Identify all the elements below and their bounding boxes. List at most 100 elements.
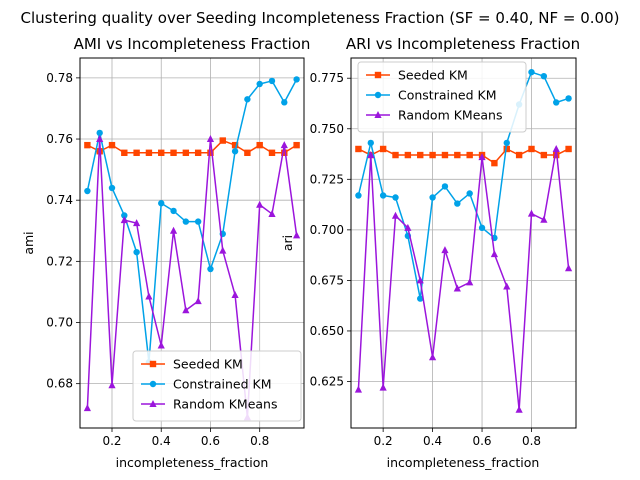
ari-x-tick-label: 0.8 bbox=[522, 434, 541, 448]
ari-data-point-constrained-km bbox=[540, 72, 548, 80]
ari-y-tick-label: 0.725 bbox=[310, 172, 344, 186]
ami-data-point-constrained-km bbox=[121, 212, 128, 219]
ari-data-point-seeded-km bbox=[528, 145, 535, 153]
ari-data-point-constrained-km bbox=[466, 190, 473, 197]
ari-data-point-constrained-km bbox=[417, 295, 424, 302]
ari-plot-frame bbox=[350, 57, 577, 429]
ami-legend-label-random-kmeans: Random KMeans bbox=[173, 397, 278, 412]
ami-data-point-seeded-km bbox=[133, 149, 140, 156]
ari-y-axis-label: ari bbox=[280, 235, 295, 251]
ari-legend-label-constrained-km: Constrained KM bbox=[398, 88, 497, 103]
ari-data-point-constrained-km bbox=[441, 183, 449, 190]
ari-data-point-random-kmeans bbox=[466, 278, 474, 286]
ami-legend-label-seeded-km: Seeded KM bbox=[173, 357, 243, 372]
ami-y-tick-label: 0.76 bbox=[46, 132, 73, 146]
ami-data-point-seeded-km bbox=[194, 149, 202, 156]
ami-chart-title: AMI vs Incompleteness Fraction bbox=[74, 35, 311, 53]
ami-series bbox=[83, 76, 301, 421]
ami-legend-marker-random-kmeans bbox=[149, 400, 157, 407]
ami-data-point-random-kmeans bbox=[194, 297, 202, 305]
ami-plot-frame bbox=[79, 57, 305, 429]
ari-data-point-random-kmeans bbox=[515, 405, 523, 413]
ami-data-point-seeded-km bbox=[182, 149, 190, 156]
ami-data-point-seeded-km bbox=[256, 141, 263, 149]
ari-data-point-seeded-km bbox=[466, 151, 473, 159]
ami-data-point-random-kmeans bbox=[133, 219, 141, 227]
ari-y-tick-label: 0.775 bbox=[310, 71, 344, 85]
ami-y-tick-label: 0.68 bbox=[46, 377, 73, 391]
ami-data-point-constrained-km bbox=[158, 200, 165, 207]
ami-data-point-seeded-km bbox=[293, 141, 300, 149]
ami-data-point-seeded-km bbox=[231, 141, 239, 149]
ari-data-point-constrained-km bbox=[553, 99, 560, 106]
ari-legend-marker-random-kmeans bbox=[374, 111, 382, 118]
ari-data-point-random-kmeans bbox=[354, 385, 363, 393]
ari-data-point-seeded-km bbox=[355, 145, 362, 153]
ari-ticks: 0.2 0.4 0.6 0.8 0.625 0.650 0.675 0.700 0.725 0.7… bbox=[310, 71, 541, 448]
ami-data-point-constrained-km bbox=[293, 76, 300, 83]
ari-data-point-seeded-km bbox=[491, 159, 498, 167]
ami-data-point-random-kmeans bbox=[108, 381, 116, 389]
ami-data-point-seeded-km bbox=[121, 149, 128, 156]
ari-data-point-random-kmeans bbox=[527, 209, 536, 217]
ari-legend-label-random-kmeans: Random KMeans bbox=[398, 108, 503, 123]
ami-data-point-seeded-km bbox=[158, 149, 165, 156]
ami-data-point-seeded-km bbox=[108, 141, 116, 149]
ami-x-tick-label: 0.6 bbox=[201, 434, 220, 448]
ari-data-point-seeded-km bbox=[565, 145, 572, 153]
ami-data-point-constrained-km bbox=[268, 77, 276, 85]
ari-x-tick-label: 0.6 bbox=[472, 434, 491, 448]
ami-data-point-random-kmeans bbox=[293, 231, 301, 239]
ari-data-point-random-kmeans bbox=[552, 144, 560, 152]
ami-y-tick-label: 0.74 bbox=[46, 193, 73, 207]
ari-data-point-random-kmeans bbox=[367, 151, 375, 159]
ami-data-point-random-kmeans bbox=[231, 290, 239, 298]
ami-data-point-constrained-km bbox=[108, 184, 116, 192]
ari-data-point-seeded-km bbox=[540, 151, 548, 159]
ami-data-point-constrained-km bbox=[231, 148, 239, 155]
ami-data-point-random-kmeans bbox=[120, 216, 128, 224]
ami-data-point-random-kmeans bbox=[256, 200, 264, 208]
ami-ticks: 0.2 0.4 0.6 0.8 0.68 0.70 0.72 0.74 0.76 0.78 bbox=[46, 71, 269, 448]
ami-data-point-seeded-km bbox=[219, 137, 226, 144]
ari-data-point-random-kmeans bbox=[490, 250, 499, 258]
ami-data-point-seeded-km bbox=[268, 149, 276, 156]
ari-data-point-constrained-km bbox=[454, 200, 461, 207]
ari-data-point-constrained-km bbox=[565, 95, 572, 102]
ami-data-point-seeded-km bbox=[281, 149, 288, 156]
ari-data-point-random-kmeans bbox=[453, 284, 461, 292]
ami-x-tick-label: 0.2 bbox=[102, 434, 121, 448]
ami-data-point-random-kmeans bbox=[280, 141, 288, 149]
ami-data-point-seeded-km bbox=[244, 149, 251, 156]
ari-data-point-constrained-km bbox=[367, 139, 374, 147]
ari-x-axis-label: incompleteness_fraction bbox=[387, 455, 540, 470]
ari-data-point-constrained-km bbox=[429, 194, 436, 201]
ami-data-point-seeded-km bbox=[170, 149, 177, 156]
ari-data-point-seeded-km bbox=[417, 151, 424, 159]
ami-y-tick-label: 0.70 bbox=[46, 316, 73, 330]
ami-data-point-random-kmeans bbox=[219, 246, 227, 254]
ari-data-point-random-kmeans bbox=[540, 215, 548, 223]
ami-x-tick-label: 0.8 bbox=[250, 434, 269, 448]
ami-x-axis-label: incompleteness_fraction bbox=[116, 455, 269, 470]
ari-legend: Seeded KM Constrained KM Random KMeans bbox=[357, 61, 527, 133]
ami-data-point-random-kmeans bbox=[268, 209, 276, 217]
ari-data-point-seeded-km bbox=[441, 151, 449, 159]
ami-legend-marker-constrained-km bbox=[149, 380, 157, 388]
ari-legend-box bbox=[357, 61, 527, 133]
ari-y-tick-label: 0.675 bbox=[310, 273, 344, 287]
ami-data-point-constrained-km bbox=[256, 80, 263, 88]
ari-data-point-seeded-km bbox=[454, 151, 461, 159]
ami-data-point-random-kmeans bbox=[206, 135, 215, 143]
ami-data-point-constrained-km bbox=[170, 207, 177, 215]
ami-data-point-constrained-km bbox=[207, 265, 214, 273]
ari-y-tick-label: 0.700 bbox=[310, 223, 344, 237]
ami-data-point-constrained-km bbox=[96, 129, 103, 137]
ari-data-point-constrained-km bbox=[355, 192, 362, 199]
ari-y-tick-label: 0.750 bbox=[310, 122, 344, 136]
ari-legend-label-seeded-km: Seeded KM bbox=[398, 68, 468, 83]
ari-data-point-seeded-km bbox=[379, 145, 387, 153]
ari-data-point-constrained-km bbox=[392, 194, 399, 201]
ari-y-tick-label: 0.650 bbox=[310, 324, 344, 338]
ari-data-point-seeded-km bbox=[429, 151, 436, 159]
